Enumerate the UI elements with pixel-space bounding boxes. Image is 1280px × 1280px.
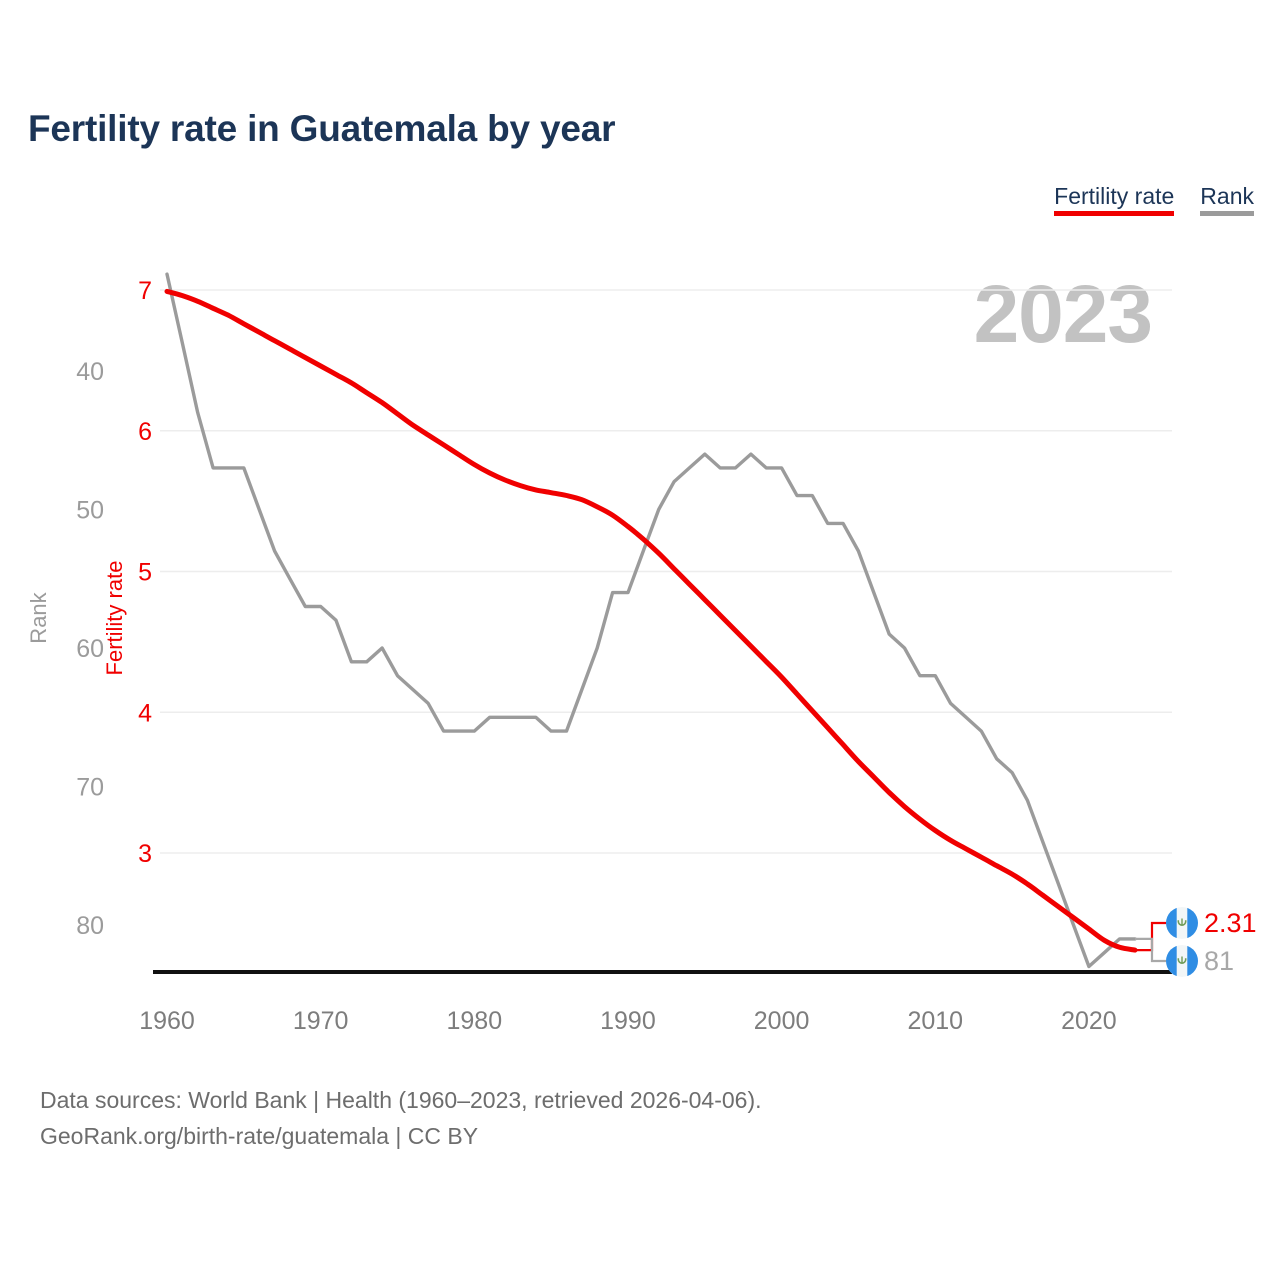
- year-watermark: 2023: [973, 269, 1153, 360]
- guatemala-flag-icon: [1166, 907, 1198, 939]
- y-axis-fertility-ticks: 7 6 5 4 3: [138, 277, 152, 868]
- y-tick-fertility: 4: [138, 699, 152, 727]
- y-tick-rank: 40: [76, 358, 104, 386]
- y-tick-fertility: 3: [138, 840, 152, 868]
- y-tick-rank: 70: [76, 774, 104, 802]
- footer: Data sources: World Bank | Health (1960–…: [40, 1082, 762, 1154]
- x-tick-year: 2020: [1061, 1007, 1117, 1035]
- fertility-rate-line: [164, 288, 1138, 953]
- legend-rule-fertility-rate: [1054, 211, 1175, 216]
- guatemala-flag-icon: [1166, 945, 1198, 977]
- x-tick-year: 1990: [600, 1007, 656, 1035]
- y-axis-fertility-title: Fertility rate: [102, 561, 127, 676]
- y-tick-rank: 60: [76, 635, 104, 663]
- x-tick-year: 2000: [754, 1007, 810, 1035]
- legend-item-fertility-rate[interactable]: Fertility rate: [1054, 183, 1175, 216]
- x-tick-year: 1960: [139, 1007, 195, 1035]
- page-title: Fertility rate in Guatemala by year: [28, 108, 616, 149]
- x-axis-ticks: 1960 1970 1980 1990 2000 2010 2020: [139, 1007, 1117, 1035]
- rank-connector: [1135, 937, 1166, 963]
- footer-attribution: GeoRank.org/birth-rate/guatemala | CC BY: [40, 1123, 479, 1149]
- rank-end-value: 81: [1204, 946, 1235, 976]
- y-tick-fertility: 7: [138, 277, 152, 305]
- y-axis-rank-ticks: 40 50 60 70 80: [76, 358, 104, 940]
- x-tick-year: 2010: [907, 1007, 963, 1035]
- gridlines: [160, 289, 1172, 854]
- legend-label-rank: Rank: [1200, 183, 1254, 209]
- y-tick-rank: 50: [76, 497, 104, 525]
- x-tick-year: 1970: [293, 1007, 349, 1035]
- y-tick-rank: 80: [76, 912, 104, 940]
- legend: Fertility rate Rank: [1054, 183, 1254, 216]
- legend-item-rank[interactable]: Rank: [1200, 183, 1254, 216]
- fertility-end-value: 2.31: [1204, 908, 1257, 938]
- y-axis-rank-title: Rank: [26, 591, 51, 643]
- legend-label-fertility-rate: Fertility rate: [1054, 183, 1175, 209]
- x-tick-year: 1980: [446, 1007, 502, 1035]
- fertility-connector: [1135, 921, 1166, 952]
- y-tick-fertility: 5: [138, 559, 152, 587]
- legend-rule-rank: [1200, 211, 1254, 216]
- rank-line: [165, 272, 1137, 969]
- y-tick-fertility: 6: [138, 418, 152, 446]
- footer-data-sources: Data sources: World Bank | Health (1960–…: [40, 1087, 762, 1113]
